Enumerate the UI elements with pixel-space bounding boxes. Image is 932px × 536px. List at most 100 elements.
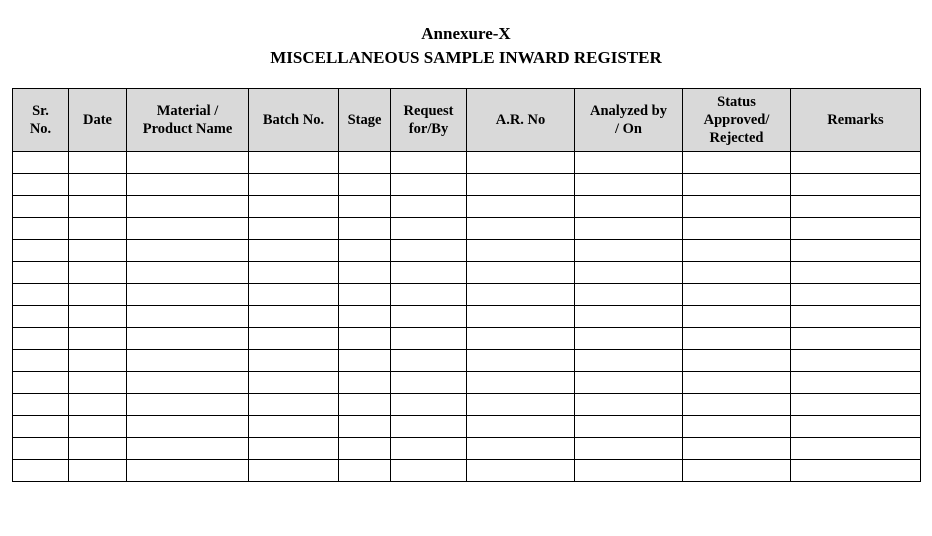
table-cell (391, 196, 467, 218)
table-cell (69, 152, 127, 174)
table-cell (13, 284, 69, 306)
table-cell (13, 152, 69, 174)
table-cell (575, 152, 683, 174)
table-cell (575, 196, 683, 218)
table-cell (467, 262, 575, 284)
table-cell (69, 196, 127, 218)
table-cell (69, 240, 127, 262)
table-cell (467, 394, 575, 416)
col-header-request: Requestfor/By (391, 89, 467, 152)
table-body (13, 152, 921, 482)
table-cell (791, 152, 921, 174)
table-cell (339, 350, 391, 372)
table-cell (683, 328, 791, 350)
table-cell (127, 460, 249, 482)
col-header-status: StatusApproved/Rejected (683, 89, 791, 152)
table-cell (683, 196, 791, 218)
col-header-srno: Sr.No. (13, 89, 69, 152)
table-cell (339, 306, 391, 328)
table-row (13, 262, 921, 284)
table-cell (683, 262, 791, 284)
table-cell (791, 196, 921, 218)
table-cell (13, 196, 69, 218)
table-cell (467, 416, 575, 438)
table-cell (13, 372, 69, 394)
table-cell (69, 394, 127, 416)
table-cell (391, 460, 467, 482)
table-cell (127, 218, 249, 240)
table-cell (467, 306, 575, 328)
table-cell (391, 438, 467, 460)
table-cell (391, 218, 467, 240)
table-cell (249, 328, 339, 350)
table-cell (683, 240, 791, 262)
table-cell (127, 438, 249, 460)
table-cell (683, 284, 791, 306)
table-cell (791, 372, 921, 394)
table-cell (13, 328, 69, 350)
table-row (13, 460, 921, 482)
table-cell (249, 284, 339, 306)
table-cell (391, 328, 467, 350)
table-cell (69, 350, 127, 372)
table-cell (467, 372, 575, 394)
table-cell (791, 438, 921, 460)
table-cell (249, 416, 339, 438)
table-cell (467, 196, 575, 218)
col-header-material: Material /Product Name (127, 89, 249, 152)
register-table: Sr.No. Date Material /Product Name Batch… (12, 88, 921, 482)
table-cell (575, 174, 683, 196)
table-cell (13, 174, 69, 196)
table-row (13, 196, 921, 218)
table-cell (575, 284, 683, 306)
table-header-row: Sr.No. Date Material /Product Name Batch… (13, 89, 921, 152)
table-cell (127, 174, 249, 196)
table-cell (339, 394, 391, 416)
table-cell (339, 328, 391, 350)
table-cell (249, 196, 339, 218)
table-cell (683, 372, 791, 394)
table-cell (249, 372, 339, 394)
table-cell (467, 284, 575, 306)
table-cell (13, 218, 69, 240)
table-cell (69, 174, 127, 196)
table-cell (13, 394, 69, 416)
table-cell (339, 262, 391, 284)
table-row (13, 438, 921, 460)
table-cell (683, 306, 791, 328)
table-cell (127, 306, 249, 328)
table-cell (683, 218, 791, 240)
table-cell (391, 416, 467, 438)
table-cell (791, 174, 921, 196)
table-cell (391, 394, 467, 416)
table-cell (791, 460, 921, 482)
table-cell (683, 350, 791, 372)
table-cell (791, 416, 921, 438)
table-cell (791, 394, 921, 416)
table-cell (127, 416, 249, 438)
table-cell (249, 306, 339, 328)
table-cell (249, 152, 339, 174)
col-header-remarks: Remarks (791, 89, 921, 152)
table-cell (339, 438, 391, 460)
table-row (13, 416, 921, 438)
table-cell (467, 174, 575, 196)
table-cell (13, 240, 69, 262)
table-cell (249, 218, 339, 240)
table-cell (127, 372, 249, 394)
table-cell (791, 218, 921, 240)
table-row (13, 306, 921, 328)
table-cell (127, 152, 249, 174)
table-cell (127, 262, 249, 284)
table-cell (791, 284, 921, 306)
table-cell (467, 350, 575, 372)
table-cell (339, 284, 391, 306)
table-cell (127, 328, 249, 350)
table-cell (791, 262, 921, 284)
table-cell (391, 152, 467, 174)
table-cell (13, 262, 69, 284)
table-cell (69, 284, 127, 306)
table-row (13, 152, 921, 174)
col-header-stage: Stage (339, 89, 391, 152)
table-cell (69, 438, 127, 460)
